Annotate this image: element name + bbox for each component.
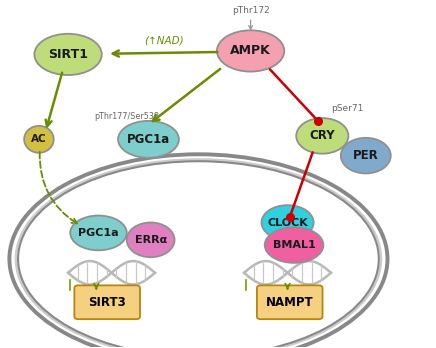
Text: PGC1a: PGC1a: [78, 228, 119, 238]
Ellipse shape: [296, 118, 348, 154]
FancyBboxPatch shape: [257, 285, 323, 319]
Ellipse shape: [265, 227, 324, 263]
Ellipse shape: [217, 30, 284, 72]
Ellipse shape: [341, 138, 391, 173]
Ellipse shape: [262, 205, 313, 240]
Text: AC: AC: [31, 134, 47, 144]
Ellipse shape: [24, 126, 54, 153]
FancyBboxPatch shape: [75, 285, 140, 319]
Ellipse shape: [70, 215, 127, 250]
Ellipse shape: [127, 222, 174, 257]
Text: NAMPT: NAMPT: [266, 296, 313, 309]
Text: AMPK: AMPK: [230, 45, 271, 57]
Ellipse shape: [34, 34, 102, 75]
Text: CRY: CRY: [310, 129, 335, 142]
Ellipse shape: [18, 161, 379, 348]
Text: SIRT1: SIRT1: [48, 48, 88, 61]
Text: PER: PER: [353, 149, 378, 162]
Text: pSer71: pSer71: [331, 104, 363, 113]
Text: CLOCK: CLOCK: [267, 218, 308, 228]
Text: pThr172: pThr172: [232, 6, 269, 15]
Text: (↑NAD): (↑NAD): [144, 35, 184, 45]
Text: PGC1a: PGC1a: [127, 133, 170, 146]
Text: pThr177/Ser538: pThr177/Ser538: [94, 112, 159, 121]
Text: SIRT3: SIRT3: [89, 296, 126, 309]
Text: BMAL1: BMAL1: [272, 240, 315, 250]
Ellipse shape: [16, 159, 381, 348]
Ellipse shape: [118, 121, 179, 158]
Ellipse shape: [10, 154, 388, 348]
Text: ERRα: ERRα: [135, 235, 167, 245]
